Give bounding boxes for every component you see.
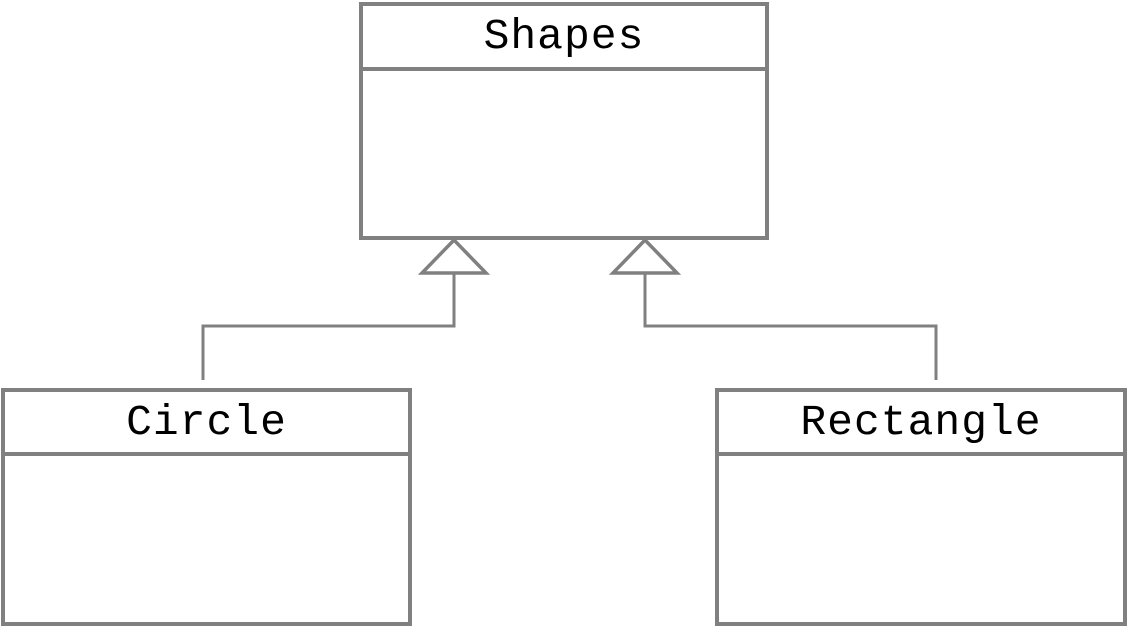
class-name-circle: Circle — [5, 392, 408, 456]
class-body-shapes — [363, 71, 765, 236]
class-name-shapes: Shapes — [363, 6, 765, 71]
rectangle-inheritance-line — [643, 273, 938, 380]
class-box-rectangle[interactable]: Rectangle — [715, 388, 1127, 626]
circle-inheritance-line — [201, 273, 456, 380]
class-name-rectangle: Rectangle — [719, 392, 1123, 456]
class-box-shapes[interactable]: Shapes — [359, 2, 769, 240]
class-box-circle[interactable]: Circle — [1, 388, 412, 626]
class-body-rectangle — [719, 456, 1123, 622]
rectangle-inheritance-arrowhead-icon — [608, 237, 682, 275]
class-body-circle — [5, 456, 408, 622]
circle-inheritance-arrowhead-icon — [417, 237, 491, 275]
